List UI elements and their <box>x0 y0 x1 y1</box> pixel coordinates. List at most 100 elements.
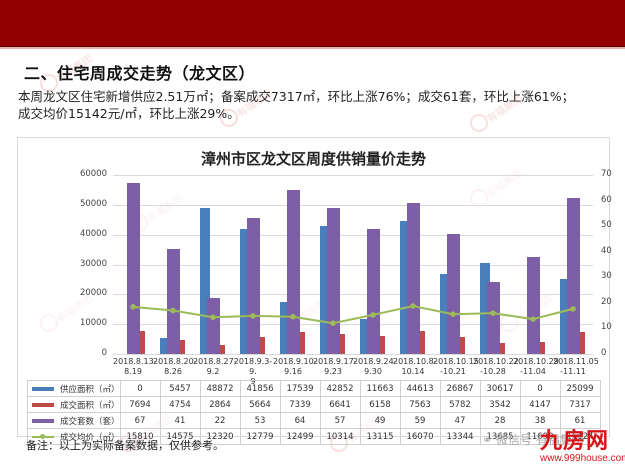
bar-supply <box>360 319 370 354</box>
price-marker <box>250 313 256 319</box>
bar-deal <box>580 332 585 354</box>
table-cell: 42852 <box>319 380 361 397</box>
table-cell: 28 <box>479 412 521 429</box>
price-marker <box>450 311 456 317</box>
bar-units <box>527 256 540 354</box>
x-axis-label: 2018.8.20- 8.26 <box>153 357 197 377</box>
left-axis-tick: 30000 <box>79 258 107 269</box>
x-axis-label-line: 2018.11.05 <box>553 357 599 366</box>
table-cell: 12320 <box>199 428 241 445</box>
x-axis-label: 2018.10.8- 10.14 <box>393 357 437 377</box>
left-axis-tick: 60000 <box>79 169 107 179</box>
price-marker <box>290 313 296 320</box>
left-axis-tick: 10000 <box>79 318 107 329</box>
chart-title: 漳州市区龙文区周度供销量价走势 <box>200 150 426 168</box>
x-axis-label-line: 9.2 <box>206 367 220 376</box>
left-axis-tick: 40000 <box>79 228 107 239</box>
right-axis-tick: 40 <box>601 245 612 256</box>
legend-line-marker-icon <box>32 434 54 439</box>
x-axis-label-line: 2018.8.13- <box>113 357 157 366</box>
table-cell: 0 <box>519 380 561 397</box>
x-axis-label-line: 9.30 <box>364 367 382 376</box>
table-cell: 41 <box>159 412 201 429</box>
wechat-label: ⚭ 微信号 有福集团 <box>482 431 584 448</box>
table-cell: 15124 <box>559 428 601 445</box>
table-cell: 4147 <box>519 396 561 413</box>
gridline <box>113 234 593 236</box>
table-cell: 16070 <box>399 428 441 445</box>
table-cell: 12499 <box>279 428 321 445</box>
bar-deal <box>420 331 425 354</box>
logo-url: www.999house.com <box>540 453 625 464</box>
table-row: 成交均价（㎡） 15810 14575 12320 12779 12499 10314 131… <box>27 428 601 445</box>
table-cell: 17539 <box>279 380 321 397</box>
section-title: 二、住宅周成交走势（龙文区） <box>24 64 256 83</box>
x-axis-label-line: 2018.9.24- <box>353 357 397 366</box>
bar-units <box>127 182 140 354</box>
x-axis-label-line: -10.28 <box>480 367 506 376</box>
x-axis-label-line: 10.14 <box>401 367 425 376</box>
price-marker <box>130 304 136 310</box>
x-axis-label-line: 9.16 <box>284 367 302 376</box>
x-axis-label-line: 2018.9.17- <box>313 357 357 366</box>
table-cell: 47 <box>439 412 481 429</box>
bar-deal <box>140 331 145 354</box>
legend-swatch-icon <box>32 387 54 391</box>
left-axis-tick: 0 <box>101 348 107 358</box>
bar-units <box>567 198 580 354</box>
x-axis-label: 2018.9.10- 9.16 <box>273 357 317 377</box>
bar-deal <box>340 334 345 354</box>
bar-supply <box>240 229 250 354</box>
legend-label: 成交面积（㎡） <box>60 400 120 411</box>
bar-units <box>327 208 340 354</box>
watermark-logo-icon <box>220 109 238 127</box>
right-axis-tick: 30 <box>601 271 612 282</box>
table-cell: 13344 <box>439 428 481 445</box>
x-axis-label: 2018.10.29 -11.04 <box>513 357 559 377</box>
table-cell: 6641 <box>319 396 361 413</box>
table-cell: 12779 <box>239 428 281 445</box>
table-cell: 59 <box>399 412 441 429</box>
legend-label: 成交均价（㎡） <box>60 432 120 443</box>
table-row: 成交面积（㎡） 7694 4754 2864 5664 7339 6641 6158 7563 5… <box>27 396 601 413</box>
x-axis-label: 2018.9.24- 9.30 <box>353 357 397 377</box>
x-axis-label-line: 2018.10.29 <box>513 357 559 366</box>
gridline <box>113 294 593 296</box>
chart-panel: 漳州市区龙文区周度供销量价走势 60000 50000 40000 30000 2000… <box>17 137 612 445</box>
bar-supply <box>400 220 410 354</box>
x-axis-label-line: 8.19 <box>124 367 142 376</box>
table-cell: 53 <box>239 412 281 429</box>
x-axis-label: 2018.8.13- 8.19 <box>113 357 157 377</box>
bar-units <box>207 297 220 354</box>
gridline <box>113 204 593 206</box>
table-cell: 7563 <box>399 396 441 413</box>
bar-units <box>407 203 420 354</box>
x-axis-label-line: -10.21 <box>440 367 466 376</box>
price-marker <box>530 316 536 322</box>
legend-swatch-icon <box>32 403 54 407</box>
bar-supply <box>480 262 490 354</box>
gridline <box>113 175 593 176</box>
legend-cell: 供应面积（㎡） <box>27 380 121 397</box>
x-axis-label: 2018.10.15 -10.21 <box>433 357 479 377</box>
price-marker <box>170 307 176 314</box>
summary-line-2: 成交均价15142元/㎡，环比上涨29%。 <box>18 106 240 121</box>
x-axis-label-line: 2018.10.22 <box>473 357 519 366</box>
table-cell: 67 <box>119 412 161 429</box>
bar-deal <box>180 339 185 354</box>
table-cell: 10314 <box>319 428 361 445</box>
x-axis-label-line: 2018.10.8- <box>393 357 437 366</box>
price-marker <box>210 314 216 321</box>
price-marker <box>570 306 576 312</box>
bar-supply <box>160 337 170 354</box>
gridline <box>113 324 593 326</box>
table-cell: 6158 <box>359 396 401 413</box>
bar-deal <box>300 332 305 354</box>
table-cell: 30617 <box>479 380 521 397</box>
header-bar-shadow <box>0 47 625 49</box>
bar-deal <box>260 337 265 354</box>
table-cell: 44613 <box>399 380 441 397</box>
bar-units <box>247 218 260 354</box>
right-axis-tick: 10 <box>601 322 612 333</box>
bar-supply <box>560 279 570 354</box>
